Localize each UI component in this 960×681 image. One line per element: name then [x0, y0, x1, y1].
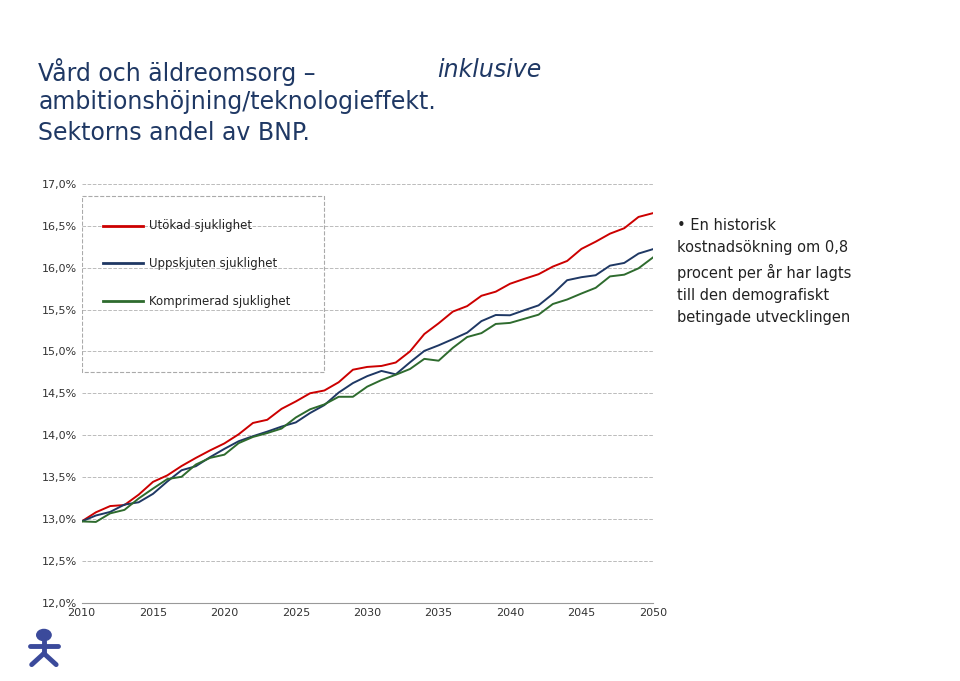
Text: Uppskjuten sjuklighet: Uppskjuten sjuklighet [149, 257, 277, 270]
Text: Vård och äldreomsorg –: Vård och äldreomsorg – [38, 58, 324, 86]
Text: Komprimerad sjuklighet: Komprimerad sjuklighet [149, 295, 290, 308]
Text: • En historisk
kostnadsökning om 0,8
procent per år har lagts
till den demografi: • En historisk kostnadsökning om 0,8 pro… [677, 218, 852, 325]
Text: Utökad sjuklighet: Utökad sjuklighet [149, 219, 252, 232]
Circle shape [36, 629, 51, 641]
Text: ambitionshöjning/teknologieffekt.: ambitionshöjning/teknologieffekt. [38, 90, 436, 114]
Text: inklusive: inklusive [437, 58, 541, 82]
Circle shape [12, 624, 76, 674]
Text: Sektorns andel av BNP.: Sektorns andel av BNP. [38, 121, 310, 145]
